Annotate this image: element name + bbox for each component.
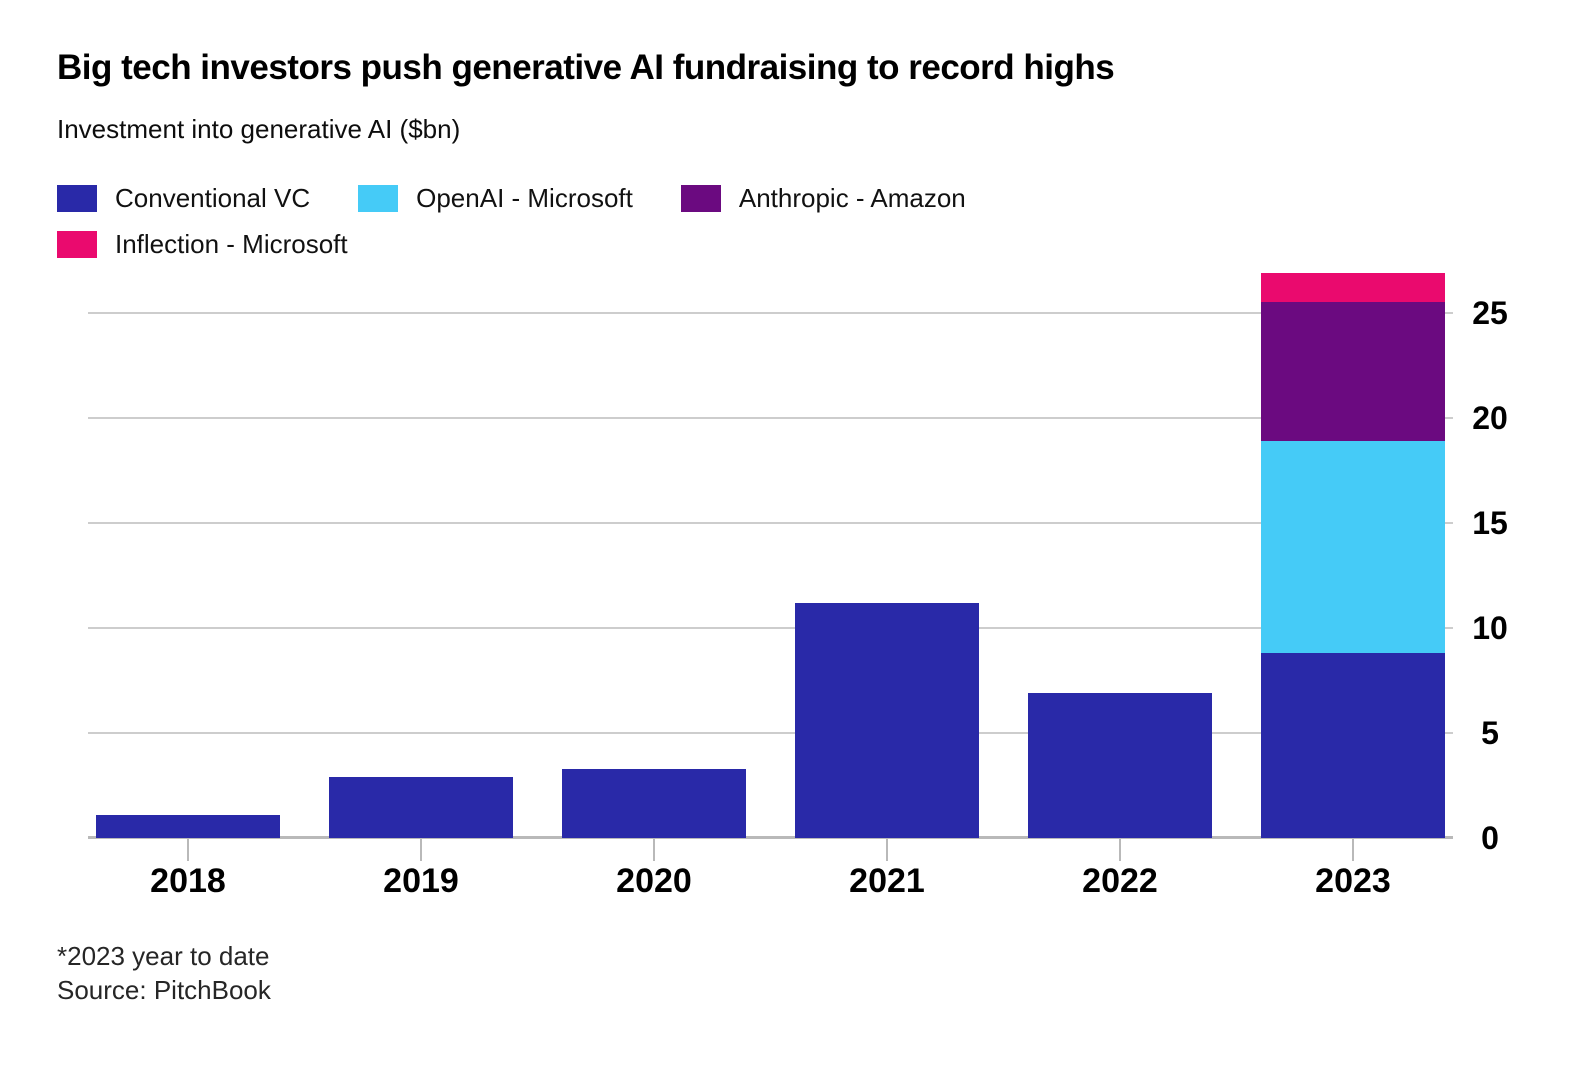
legend-swatch-inflection-microsoft [57,231,97,258]
bar-2019-segment-conventional-vc [329,777,513,838]
y-axis-label-5: 5 [1481,715,1499,751]
y-axis-label-15: 15 [1472,505,1508,541]
legend-item-conventional-vc: Conventional VC [57,183,310,214]
legend-label-inflection-microsoft: Inflection - Microsoft [115,229,348,259]
x-tick-2022 [1119,838,1121,861]
x-axis-label-2021: 2021 [849,862,925,900]
x-axis-baseline [88,836,1453,839]
x-tick-2023 [1352,838,1354,861]
legend: Conventional VC OpenAI - Microsoft Anthrop… [57,183,1207,260]
legend-item-openai-microsoft: OpenAI - Microsoft [358,183,633,214]
bar-2022-segment-conventional-vc [1028,693,1212,838]
bar-2023-segment-anthropic-amazon [1261,302,1445,441]
bar-2020-segment-conventional-vc [562,769,746,838]
legend-label-anthropic-amazon: Anthropic - Amazon [738,183,966,213]
bar-2022 [1028,270,1212,838]
bar-2023 [1261,270,1445,838]
x-axis-label-2019: 2019 [383,862,459,900]
x-axis-label-2018: 2018 [150,862,226,900]
gridline-25 [88,312,1453,314]
x-tick-2021 [886,838,888,861]
gridline-10 [88,627,1453,629]
source-label: Source: PitchBook [57,975,271,1005]
bar-2020 [562,270,746,838]
x-tick-2020 [653,838,655,861]
legend-label-conventional-vc: Conventional VC [115,183,311,213]
y-axis-label-20: 20 [1472,400,1508,436]
chart-subtitle: Investment into generative AI ($bn) [57,114,461,144]
footnote: *2023 year to date [57,941,270,971]
chart-title: Big tech investors push generative AI fu… [57,48,1115,87]
bar-2021 [795,270,979,838]
x-tick-2018 [187,838,189,861]
gridline-5 [88,732,1453,734]
bar-2019 [329,270,513,838]
legend-swatch-anthropic-amazon [680,185,721,212]
bar-2018-segment-conventional-vc [96,815,280,838]
bar-2023-segment-openai-microsoft [1261,441,1445,653]
x-axis-label-2023: 2023 [1315,862,1391,900]
x-tick-2019 [420,838,422,861]
legend-item-inflection-microsoft: Inflection - Microsoft [57,229,348,260]
legend-swatch-conventional-vc [57,185,97,212]
legend-item-anthropic-amazon: Anthropic - Amazon [680,183,966,214]
y-axis-label-10: 10 [1472,610,1508,646]
legend-label-openai-microsoft: OpenAI - Microsoft [416,183,633,213]
y-axis-label-0: 0 [1481,820,1499,856]
bar-2023-segment-conventional-vc [1261,653,1445,838]
bar-2023-segment-inflection-microsoft [1261,273,1445,302]
plot-area [88,270,1453,839]
gridline-20 [88,417,1453,419]
y-axis-label-25: 25 [1472,295,1508,331]
x-axis-label-2020: 2020 [616,862,692,900]
gridline-15 [88,522,1453,524]
bar-2018 [96,270,280,838]
bar-2021-segment-conventional-vc [795,603,979,838]
x-axis-label-2022: 2022 [1082,862,1158,900]
legend-swatch-openai-microsoft [358,185,399,212]
